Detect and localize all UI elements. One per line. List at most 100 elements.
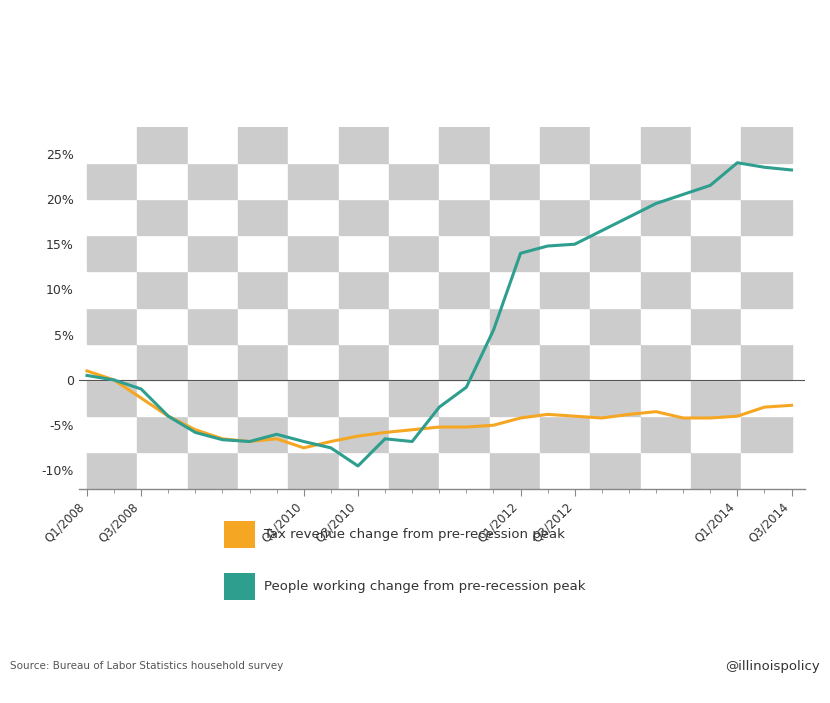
- Bar: [641, 235, 691, 271]
- Bar: [87, 271, 137, 307]
- Bar: [87, 162, 137, 199]
- Bar: [389, 308, 439, 344]
- Bar: [741, 380, 792, 416]
- Bar: [87, 199, 137, 235]
- Bar: [439, 235, 490, 271]
- Bar: [691, 271, 741, 307]
- Bar: [691, 344, 741, 380]
- Bar: [590, 380, 641, 416]
- Bar: [590, 235, 641, 271]
- Bar: [188, 271, 238, 307]
- Bar: [590, 453, 641, 489]
- Bar: [137, 235, 188, 271]
- Bar: [741, 199, 792, 235]
- Bar: [188, 453, 238, 489]
- Bar: [137, 416, 188, 453]
- Bar: [188, 199, 238, 235]
- Bar: [540, 453, 590, 489]
- Bar: [439, 453, 490, 489]
- Bar: [339, 453, 389, 489]
- Bar: [238, 235, 288, 271]
- Bar: [389, 199, 439, 235]
- Bar: [691, 235, 741, 271]
- Bar: [389, 380, 439, 416]
- Bar: [641, 453, 691, 489]
- Bar: [339, 344, 389, 380]
- Bar: [339, 380, 389, 416]
- Bar: [339, 235, 389, 271]
- Bar: [137, 271, 188, 307]
- Bar: [288, 380, 339, 416]
- Bar: [87, 127, 137, 163]
- Bar: [224, 573, 255, 600]
- Bar: [188, 416, 238, 453]
- Bar: [439, 127, 490, 163]
- Bar: [490, 235, 540, 271]
- Bar: [691, 127, 741, 163]
- Bar: [691, 308, 741, 344]
- Bar: [238, 199, 288, 235]
- Bar: [238, 127, 288, 163]
- Bar: [490, 199, 540, 235]
- Bar: [339, 199, 389, 235]
- Bar: [490, 453, 540, 489]
- Bar: [238, 453, 288, 489]
- Bar: [389, 416, 439, 453]
- Bar: [238, 271, 288, 307]
- Bar: [87, 453, 137, 489]
- Bar: [540, 308, 590, 344]
- Bar: [540, 344, 590, 380]
- Bar: [188, 380, 238, 416]
- Bar: [339, 308, 389, 344]
- Text: People working change from pre-recession peak: People working change from pre-recession…: [264, 580, 585, 593]
- Bar: [540, 162, 590, 199]
- Bar: [540, 127, 590, 163]
- Bar: [741, 308, 792, 344]
- Bar: [490, 416, 540, 453]
- Text: Illinois tax revenues shoot up to record levels, but the number of people workin: Illinois tax revenues shoot up to record…: [10, 25, 826, 39]
- Bar: [188, 162, 238, 199]
- Text: Percent change in real tax revenue vs. percent change in people working in Illin: Percent change in real tax revenue vs. p…: [10, 78, 591, 91]
- Bar: [339, 416, 389, 453]
- Bar: [490, 380, 540, 416]
- Bar: [439, 416, 490, 453]
- Bar: [540, 380, 590, 416]
- Bar: [238, 344, 288, 380]
- Bar: [389, 127, 439, 163]
- Bar: [238, 308, 288, 344]
- Bar: [389, 453, 439, 489]
- Bar: [691, 380, 741, 416]
- Bar: [389, 271, 439, 307]
- Bar: [641, 344, 691, 380]
- Bar: [741, 416, 792, 453]
- Bar: [87, 344, 137, 380]
- Bar: [288, 199, 339, 235]
- Bar: [137, 380, 188, 416]
- Bar: [238, 380, 288, 416]
- Bar: [691, 199, 741, 235]
- Bar: [641, 162, 691, 199]
- Bar: [137, 162, 188, 199]
- Bar: [490, 271, 540, 307]
- Bar: [641, 199, 691, 235]
- Bar: [137, 344, 188, 380]
- Bar: [540, 199, 590, 235]
- Bar: [691, 453, 741, 489]
- Bar: [741, 162, 792, 199]
- Bar: [389, 344, 439, 380]
- Bar: [590, 308, 641, 344]
- Bar: [188, 308, 238, 344]
- Bar: [288, 271, 339, 307]
- Bar: [490, 162, 540, 199]
- Bar: [439, 162, 490, 199]
- Bar: [741, 271, 792, 307]
- Bar: [641, 127, 691, 163]
- Bar: [188, 235, 238, 271]
- Bar: [389, 162, 439, 199]
- Bar: [590, 416, 641, 453]
- Bar: [490, 308, 540, 344]
- Bar: [590, 271, 641, 307]
- Bar: [590, 199, 641, 235]
- Bar: [339, 271, 389, 307]
- Bar: [490, 344, 540, 380]
